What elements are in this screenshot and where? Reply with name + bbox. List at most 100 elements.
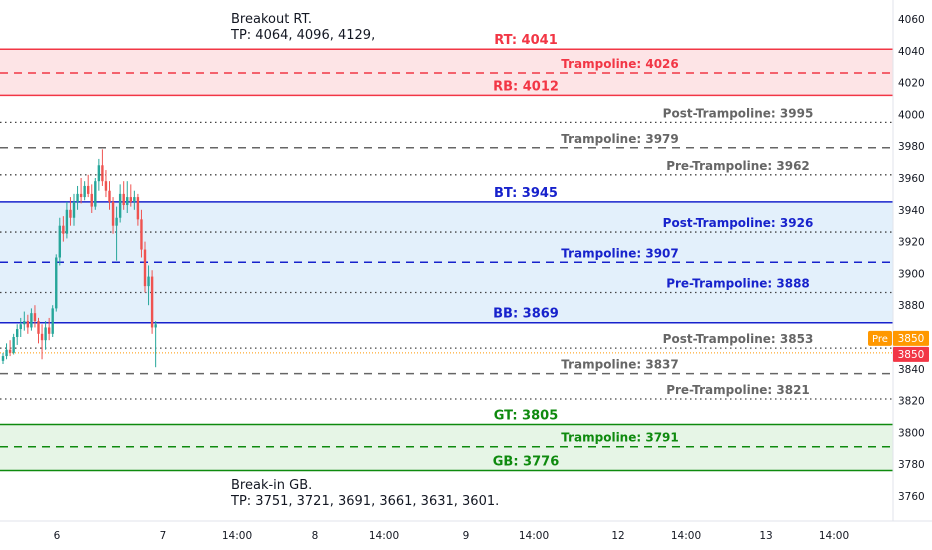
candle-body — [69, 209, 72, 218]
x-tick-label: 7 — [160, 530, 167, 542]
x-tick-label: 14:00 — [671, 530, 701, 542]
candle — [65, 201, 69, 239]
candle-body — [118, 193, 122, 218]
candle-body — [12, 337, 15, 353]
level-lines — [0, 48, 893, 472]
y-tick-label: 4060 — [898, 14, 925, 26]
x-tick-label: 14:00 — [519, 530, 549, 542]
candle — [94, 178, 97, 210]
candle-body — [8, 349, 12, 353]
bottom-note: Break-in GB. TP: 3751, 3721, 3691, 3661,… — [231, 478, 499, 510]
candle-body — [16, 329, 19, 337]
candle — [51, 305, 54, 337]
candlestick-series — [1, 149, 157, 368]
x-tick-label: 14:00 — [222, 530, 252, 542]
level-label: BT: 3945 — [494, 186, 558, 201]
candle-body — [44, 327, 47, 341]
candle — [83, 181, 86, 201]
candle — [126, 181, 129, 213]
y-tick-label: 3800 — [898, 427, 925, 439]
candle-body — [30, 313, 33, 328]
candle-body — [143, 249, 147, 287]
y-tick-label: 3880 — [898, 300, 925, 312]
level-label: GT: 3805 — [494, 408, 559, 423]
x-tick-label: 12 — [611, 530, 624, 542]
candle — [101, 149, 104, 186]
level-label: Pre-Trampoline: 3962 — [666, 159, 810, 173]
y-tick-label: 3900 — [898, 268, 925, 280]
candle-body — [94, 181, 97, 207]
candle — [115, 206, 118, 261]
level-label: Trampoline: 3979 — [561, 132, 679, 146]
candle — [40, 324, 44, 360]
candle — [76, 185, 79, 210]
x-tick-label: 14:00 — [819, 530, 849, 542]
level-label: Pre-Trampoline: 3821 — [666, 383, 810, 397]
price-axis[interactable]: 3760378038003820384038603880390039203940… — [892, 0, 925, 521]
candle — [104, 170, 108, 198]
candle — [30, 308, 33, 331]
level-label: Post-Trampoline: 3926 — [663, 216, 814, 230]
candle-body — [76, 193, 79, 202]
candle-body — [108, 190, 111, 202]
candle-body — [26, 321, 30, 328]
bottom-note-title: Break-in GB. — [231, 478, 313, 493]
candle-body — [55, 257, 58, 309]
level-label: RB: 4012 — [493, 79, 559, 94]
candle — [62, 216, 65, 242]
candle — [108, 181, 111, 210]
candle — [47, 317, 51, 341]
candle — [147, 265, 150, 306]
candle-body — [104, 181, 108, 191]
candle-body — [33, 313, 37, 322]
candle — [122, 181, 125, 210]
candle-body — [111, 201, 115, 226]
candle — [19, 317, 22, 337]
y-tick-label: 4020 — [898, 78, 925, 90]
top-note: Breakout RT. TP: 4064, 4096, 4129, — [231, 12, 375, 44]
level-label: Post-Trampoline: 3995 — [663, 106, 814, 120]
candle — [12, 333, 15, 355]
candle — [143, 241, 147, 293]
candle — [133, 190, 136, 210]
candle-body — [140, 219, 143, 250]
top-note-targets: TP: 4064, 4096, 4129, — [231, 28, 376, 43]
y-tick-label: 3760 — [898, 491, 925, 503]
bottom-note-targets: TP: 3751, 3721, 3691, 3661, 3631, 3601. — [231, 494, 500, 509]
candle — [97, 158, 101, 191]
candle-body — [40, 333, 44, 341]
time-axis[interactable]: 6 7 14:00 8 14:00 9 14:00 12 14:00 13 14:00 — [0, 520, 932, 542]
x-tick-label: 8 — [312, 530, 319, 542]
candle-body — [62, 225, 65, 234]
candle — [16, 324, 19, 345]
candle-body — [72, 201, 76, 218]
candle-body — [1, 356, 5, 361]
candle — [55, 254, 58, 312]
candle-body — [129, 197, 132, 202]
candle-body — [23, 321, 26, 325]
candle — [26, 314, 30, 334]
candle-body — [133, 197, 136, 202]
candle-body — [65, 209, 69, 234]
level-label: Trampoline: 3837 — [561, 358, 679, 372]
x-tick-label: 9 — [463, 530, 470, 542]
candle-body — [136, 197, 140, 220]
candle — [136, 193, 140, 226]
y-tick-label: 3980 — [898, 141, 925, 153]
candle-body — [87, 185, 90, 194]
candle — [69, 197, 72, 226]
x-tick-label: 13 — [759, 530, 772, 542]
candle — [33, 305, 37, 328]
candle — [87, 174, 90, 198]
candle-body — [122, 193, 125, 206]
pre-price-label: 3850 — [898, 333, 925, 345]
candle-body — [51, 308, 54, 334]
pre-price-badge — [893, 330, 929, 346]
candle — [37, 317, 40, 344]
level-label: GB: 3776 — [493, 455, 560, 470]
level-label: Trampoline: 4026 — [561, 57, 679, 71]
level-label: Trampoline: 3907 — [561, 246, 679, 260]
y-tick-label: 3920 — [898, 237, 925, 249]
zone-red — [0, 49, 893, 96]
